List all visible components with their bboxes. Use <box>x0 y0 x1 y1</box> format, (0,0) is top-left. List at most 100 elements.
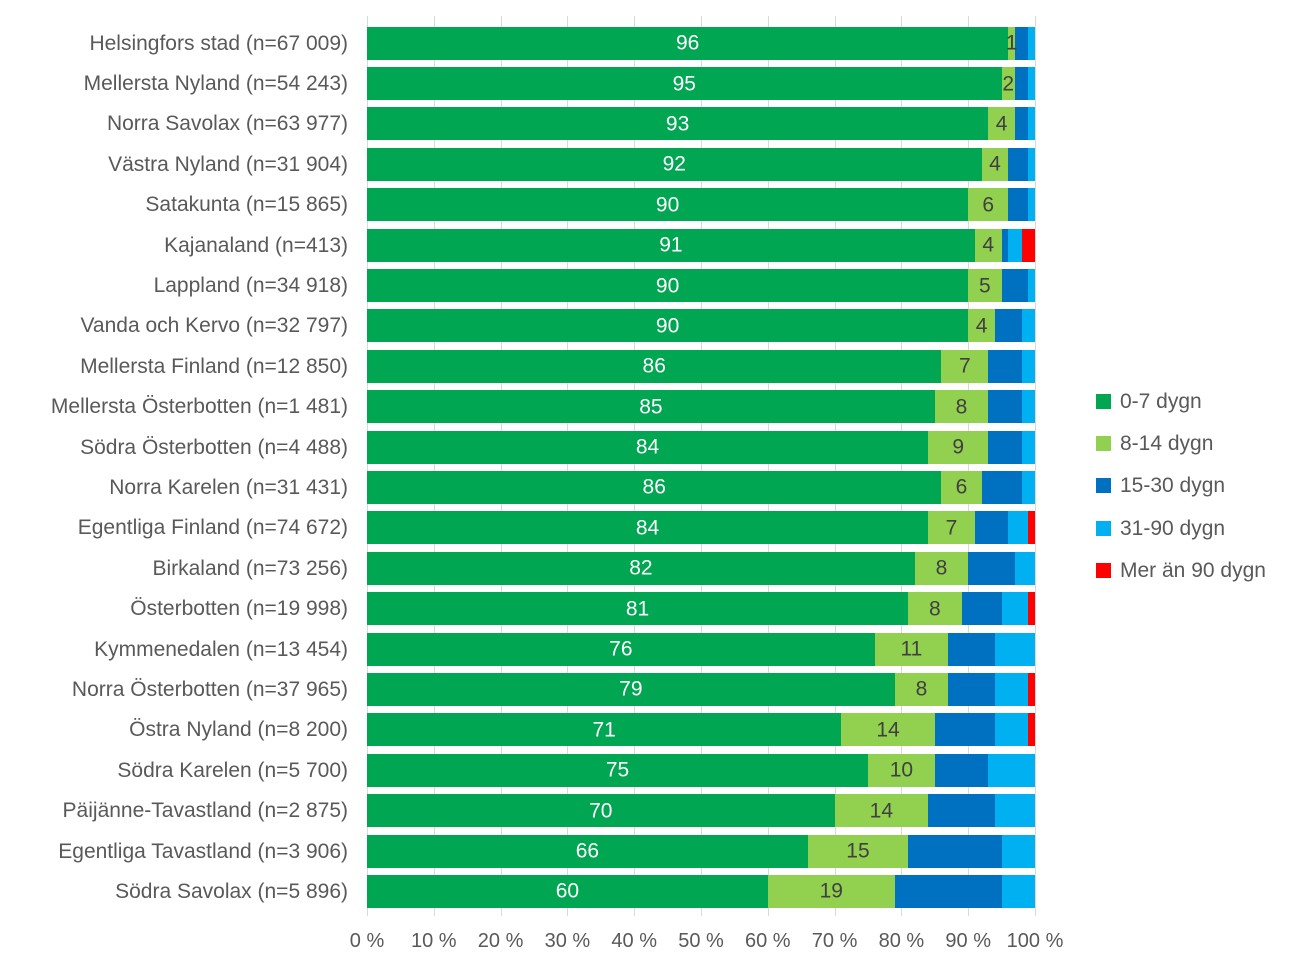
bar-rows-container: Helsingfors stad (n=67 009) 9 6 1 Mellersta … <box>0 23 1035 912</box>
segment-value-label: 14 <box>869 799 894 823</box>
category-label: Vanda och Kervo (n=32 797) <box>80 314 348 338</box>
gridline <box>1035 16 1036 916</box>
segment-15-30-dygn <box>934 753 989 787</box>
axis-tick-label: 0 % <box>349 930 385 952</box>
segment-0-7-dygn: 85 <box>367 390 935 424</box>
segment-31-90-dygn <box>1001 874 1035 908</box>
gridline <box>767 16 769 916</box>
segment-mer-n-90-dygn <box>1021 228 1035 262</box>
legend-swatch <box>1096 520 1111 536</box>
segment-15-30-dygn <box>988 390 1022 424</box>
gridline <box>367 16 368 916</box>
segment-0-7-dygn: 91 <box>367 228 975 262</box>
segment-0-7-dygn: 60 <box>367 874 768 908</box>
bar-track: 84 9 <box>367 430 1035 464</box>
segment-15-30-dygn <box>894 874 1002 908</box>
gridline <box>901 16 903 916</box>
legend: 0-7 dygn 8-14 dygn 15-30 dygn 31-90 dygn Mer… <box>1096 380 1266 591</box>
bar-row: Satakunta (n=15 865) 90 6 <box>0 185 1035 225</box>
bar-row: Päijänne-Tavastland (n=2 875) 70 14 <box>0 790 1035 830</box>
segment-mer-n-90-dygn <box>1028 713 1035 747</box>
legend-item-mer-n-90-dygn: Mer än 90 dygn <box>1096 549 1266 591</box>
segment-8-14-dygn: 2 <box>1001 67 1015 101</box>
bar-track: 71 14 <box>367 713 1035 747</box>
segment-value-label: 93 <box>665 112 690 136</box>
segment-0-7-dygn: 84 <box>367 511 929 545</box>
bar-row: Östra Nyland (n=8 200) 71 14 <box>0 710 1035 750</box>
legend-item-15-30-dygn: 15-30 dygn <box>1096 465 1266 507</box>
category-label: Päijänne-Tavastland (n=2 875) <box>62 799 348 823</box>
bar-row: Egentliga Tavastland (n=3 906) 66 15 <box>0 831 1035 871</box>
bar-track: 84 7 <box>367 511 1035 545</box>
segment-8-14-dygn: 1 <box>1006 26 1017 60</box>
segment-value-label: 4 <box>975 314 988 338</box>
segment-mer-n-90-dygn <box>1028 672 1035 706</box>
bar-track: 66 15 <box>367 834 1035 868</box>
segment-15-30-dygn <box>974 511 1009 545</box>
segment-15-30-dygn <box>1001 228 1009 262</box>
gridline <box>500 16 502 916</box>
segment-value-label: 90 <box>655 193 680 217</box>
segment-value-label: 19 <box>819 879 843 903</box>
segment-31-90-dygn <box>1014 551 1035 585</box>
bar-row: Mellersta Österbotten (n=1 481) 85 8 <box>0 387 1035 427</box>
segment-8-14-dygn: 15 <box>807 834 909 868</box>
axis-tick-label: 60 % <box>745 930 791 952</box>
segment-31-90-dygn <box>1028 188 1035 222</box>
segment-8-14-dygn: 7 <box>941 349 989 383</box>
gridline <box>968 16 970 916</box>
segment-15-30-dygn <box>948 672 995 706</box>
bar-row: Kymmenedalen (n=13 454) 76 11 <box>0 629 1035 669</box>
category-label: Kajanaland (n=413) <box>164 233 348 257</box>
segment-31-90-dygn <box>994 632 1035 666</box>
legend-swatch <box>1096 478 1111 494</box>
axis-tick-label: 50 % <box>678 930 724 952</box>
segment-0-7-dygn: 75 <box>367 753 868 787</box>
legend-label: 0-7 dygn <box>1120 389 1202 413</box>
bar-row: Norra Karelen (n=31 431) 86 6 <box>0 467 1035 507</box>
bar-track: 82 8 <box>367 551 1035 585</box>
bar-track: 93 4 <box>367 107 1035 141</box>
segment-0-7-dygn: 86 <box>367 349 942 383</box>
segment-value-label: 92 <box>662 152 686 176</box>
segment-31-90-dygn <box>1028 269 1035 303</box>
legend-item-31-90-dygn: 31-90 dygn <box>1096 507 1266 549</box>
category-label: Mellersta Nyland (n=54 243) <box>83 72 348 96</box>
segment-value-label: 84 <box>635 516 660 540</box>
segment-15-30-dygn <box>948 632 995 666</box>
segment-8-14-dygn: 9 <box>928 430 989 464</box>
segment-8-14-dygn: 6 <box>968 188 1009 222</box>
legend-swatch <box>1096 562 1111 578</box>
segment-31-90-dygn <box>1021 430 1035 464</box>
segment-0-7-dygn: 86 <box>367 470 942 504</box>
category-label: Helsingfors stad (n=67 009) <box>89 31 348 55</box>
axis-tick-label: 20 % <box>477 930 524 952</box>
segment-value-label: 7 <box>945 516 958 540</box>
segment-8-14-dygn: 4 <box>981 147 1009 181</box>
category-label: Österbotten (n=19 998) <box>130 597 348 621</box>
segment-8-14-dygn: 4 <box>974 228 1002 262</box>
segment-8-14-dygn: 5 <box>968 269 1002 303</box>
segment-8-14-dygn: 8 <box>894 672 949 706</box>
category-label: Södra Karelen (n=5 700) <box>117 758 348 782</box>
segment-15-30-dygn <box>968 551 1015 585</box>
segment-31-90-dygn <box>1008 228 1022 262</box>
segment-value-label: 4 <box>995 112 1008 136</box>
category-label: Västra Nyland (n=31 904) <box>108 152 348 176</box>
segment-31-90-dygn <box>994 713 1029 747</box>
bar-row: Egentliga Finland (n=74 672) 84 7 <box>0 508 1035 548</box>
bar-track: 86 6 <box>367 470 1035 504</box>
segment-value-label: 66 <box>575 839 600 863</box>
segment-31-90-dygn <box>1028 147 1035 181</box>
segment-8-14-dygn: 11 <box>874 632 949 666</box>
bar-track: 86 7 <box>367 349 1035 383</box>
segment-value-label: 71 <box>592 718 616 742</box>
bar-track: 90 4 <box>367 309 1035 343</box>
category-label: Mellersta Finland (n=12 850) <box>80 354 348 378</box>
segment-0-7-dygn: 84 <box>367 430 929 464</box>
segment-value-label: 6 <box>955 475 968 499</box>
bar-row: Södra Österbotten (n=4 488) 84 9 <box>0 427 1035 467</box>
segment-value-label: 10 <box>889 758 914 782</box>
segment-8-14-dygn: 7 <box>928 511 975 545</box>
